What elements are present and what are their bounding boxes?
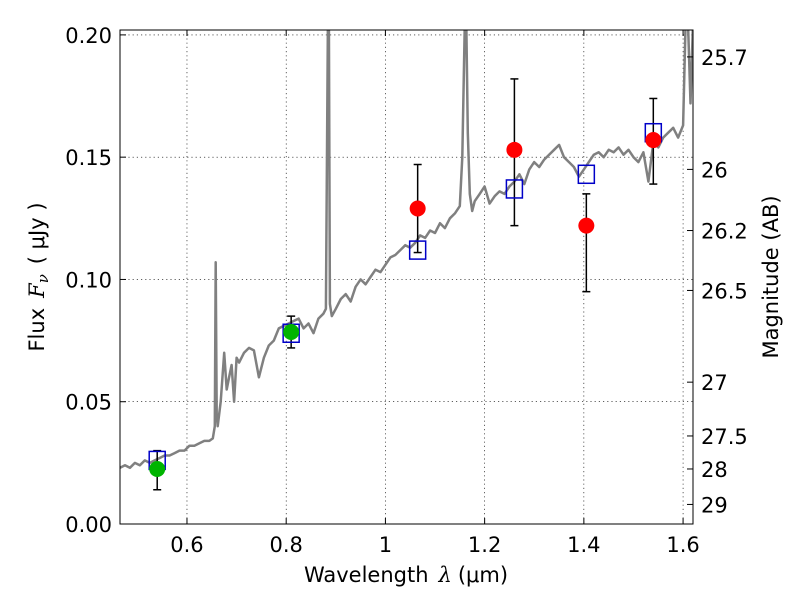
plot-background xyxy=(120,30,693,524)
x-tick-label: 0.6 xyxy=(170,533,203,557)
x-tick-label: 0.8 xyxy=(269,533,302,557)
y-tick-label: 0.10 xyxy=(65,268,112,292)
x-axis-label: Wavelength λ (μm) xyxy=(304,563,508,587)
y2-tick-label: 28 xyxy=(701,458,728,482)
x-tick-label: 1.6 xyxy=(666,533,699,557)
observed-optical-point xyxy=(149,460,166,477)
model-spectrum-line xyxy=(120,30,693,470)
model-photometry-box xyxy=(408,240,427,260)
y2-tick-label: 29 xyxy=(701,493,728,517)
ticks: 0.6 0.8 1 1.2 1.4 1.6 0.00 0.05 0.10 0.15 0.20 25.7… xyxy=(65,24,748,557)
y-tick-label: 0.20 xyxy=(65,24,112,48)
y2-axis-label: Magnitude (AB) xyxy=(759,195,783,358)
plot-area xyxy=(120,30,693,491)
observed-nir-point xyxy=(506,141,523,158)
y-axis-label: FluxFν( μJy ) xyxy=(25,202,52,351)
model-photometry-box xyxy=(577,164,596,185)
y2-tick-label: 27.5 xyxy=(701,425,748,449)
x-tick-label: 1.4 xyxy=(567,533,600,557)
observed-nir-point xyxy=(578,217,595,234)
y-tick-label: 0.15 xyxy=(65,146,112,170)
observed-optical-point xyxy=(283,324,300,341)
plot-frame xyxy=(119,29,694,525)
y2-tick-label: 26 xyxy=(701,158,728,182)
y-tick-label: 0.00 xyxy=(65,513,112,537)
observed-nir-point xyxy=(645,132,662,149)
y2-tick-label: 26.5 xyxy=(701,279,748,303)
y2-tick-label: 26.2 xyxy=(701,220,748,244)
y2-tick-label: 27 xyxy=(701,371,728,395)
x-tick-label: 1 xyxy=(379,533,392,557)
observed-nir-point xyxy=(409,200,426,217)
x-tick-label: 1.2 xyxy=(468,533,501,557)
y-tick-label: 0.05 xyxy=(65,391,112,415)
model-photometry-box xyxy=(505,179,524,199)
y2-tick-label: 25.7 xyxy=(701,46,748,70)
